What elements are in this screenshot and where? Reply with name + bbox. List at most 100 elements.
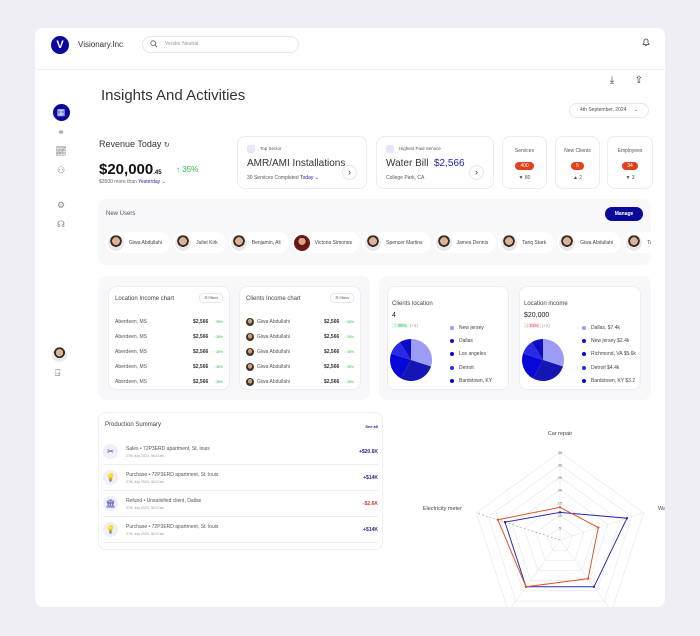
search-input[interactable]: Vendor Neutral — [142, 36, 299, 53]
avatar — [246, 347, 254, 356]
dashboard-icon[interactable]: ▦ — [52, 104, 70, 121]
legend-item: Detroit — [450, 361, 492, 374]
new-users-panel: New Users Manage Giwa Abdullahi Juliet Ki… — [98, 199, 651, 265]
user-chip[interactable]: Juliet Kirk — [173, 232, 226, 253]
tick-label: 10 — [558, 513, 563, 518]
row-name: Giwa Abdullahi — [257, 333, 291, 340]
bell-icon[interactable] — [641, 37, 651, 47]
legend-item: Bardstown, KY $3.2 — [582, 374, 636, 387]
list-item[interactable]: 💡 Purchase • 72P3ERD apartment, St. louis… — [103, 465, 378, 491]
location-income-pie — [522, 339, 564, 381]
logout-icon[interactable]: ⍈ — [55, 368, 61, 378]
legend-item: Dallas — [450, 334, 492, 347]
pie-slice — [411, 339, 432, 367]
row-name: Aberdeen, MS — [115, 348, 147, 355]
legend-item: New jersey $2.4k — [582, 334, 636, 347]
user-chip[interactable]: Tar — [624, 232, 651, 253]
item-title: Purchase • 72P3ERD apartment, St. louis — [126, 523, 219, 530]
radar-point — [524, 585, 528, 588]
user-chip[interactable]: James Dennis — [433, 232, 497, 253]
table-row: Aberdeen, MS $2,566 ↑ 35% — [115, 359, 223, 374]
app-window: V Visionary.Inc Vendor Neutral ▦ ⚭ 📈︎ ⚇ … — [35, 28, 665, 607]
user-chip[interactable]: Tariq Stark — [499, 232, 555, 253]
download-icon[interactable]: ⤓ — [609, 75, 615, 86]
pie-slice — [543, 339, 564, 367]
chart-icon[interactable]: 📈︎ — [55, 146, 67, 156]
pie-slice — [400, 360, 431, 381]
see-all-link[interactable]: See all — [365, 424, 378, 429]
tools-icon: ✂ — [103, 444, 118, 459]
avatar — [246, 362, 254, 371]
item-amount: +$14K — [363, 474, 378, 481]
highest-paid-card: Highest Paid Service Water Bill $2,566 C… — [376, 136, 494, 189]
clients-location-card: Clients location 4 ↑ 35% (+2) New jersey… — [387, 286, 509, 390]
income-panel: Location Income chart ☰ Filters Aberdeen… — [98, 276, 370, 400]
item-time: 27th July 2024, 08:47am — [126, 479, 165, 484]
card-title: Location Income chart — [115, 296, 175, 302]
legend-dot — [582, 378, 586, 383]
legend-item: Detroit $4.4k — [582, 361, 636, 374]
row-amount: $2,566 — [192, 333, 209, 340]
avatar — [246, 377, 254, 386]
user-chip[interactable]: Giwa Abdullahi — [557, 232, 622, 253]
grid-ring — [475, 451, 645, 607]
grid-ring — [523, 501, 597, 571]
row-amount: $2,566 — [323, 378, 340, 385]
user-name: James Dennis — [456, 239, 489, 246]
radar-point — [586, 577, 590, 580]
pie-slice — [390, 353, 411, 379]
share-icon[interactable]: ⇪ — [634, 75, 644, 86]
network-icon[interactable]: ⚭ — [57, 127, 65, 137]
tick-label: 25 — [558, 475, 563, 480]
user-chip[interactable]: Benjamin, Ali — [228, 232, 289, 253]
user-chip[interactable]: Giwa Abdullahi — [106, 232, 171, 253]
radar-point — [496, 518, 500, 521]
tick-label: 15 — [558, 500, 563, 505]
refresh-icon[interactable]: ↻ — [163, 142, 170, 149]
filters-button[interactable]: ☰ Filters — [199, 293, 223, 303]
pie-slice — [399, 339, 411, 360]
user-chip[interactable]: Spencer Martins — [363, 232, 431, 253]
legend-dot — [582, 338, 586, 343]
item-time: 27th July 2024, 08:47am — [126, 505, 165, 510]
support-icon[interactable]: ☊ — [57, 219, 65, 229]
axis-label: Water facilities — [658, 506, 665, 512]
radar-point — [558, 506, 562, 509]
users-icon[interactable]: ⚇ — [56, 165, 66, 175]
list-item[interactable]: 🏛 Refund • Unsatisfied client, Dallas 27th… — [103, 491, 378, 517]
profile-avatar[interactable] — [52, 347, 67, 362]
legend-dot — [582, 325, 586, 330]
card-title: Clients Income chart — [246, 296, 301, 302]
list-item[interactable]: ✂ Sales • 72P3ERD apartment, St. louis 27t… — [103, 439, 378, 465]
settings-icon[interactable]: ⚙ — [56, 200, 66, 210]
filters-button[interactable]: ☰ Filters — [330, 293, 354, 303]
stat-employees: Employees 34 ▼ 3 — [607, 136, 653, 189]
row-amount: $2,566 — [323, 348, 340, 355]
table-row: Aberdeen, MS $2,566 ↑ 35% — [115, 374, 223, 389]
avatar — [230, 234, 247, 251]
user-chip[interactable]: Victoria Simones — [291, 232, 361, 253]
status-badge: 34 — [622, 162, 638, 170]
avatar — [108, 234, 124, 251]
radar-point — [503, 520, 507, 524]
bank-icon: 🏛 — [103, 496, 118, 511]
grid-ring — [511, 489, 609, 581]
list-item[interactable]: 💡 Purchase • 72P3ERD apartment, St. louis… — [103, 517, 378, 543]
chevron-right-icon[interactable]: › — [342, 165, 357, 180]
period-dropdown[interactable]: Yesterday ⌄ — [138, 179, 166, 185]
user-name: Benjamin, Ali — [251, 239, 281, 246]
date-picker[interactable]: 4th September, 2024 ⌄ — [569, 103, 649, 118]
card-meta: College Park, CA — [386, 175, 425, 181]
table-row: Giwa Abdullahi $2,566 ↑ 35% — [246, 329, 354, 344]
revenue-value: $20,000.45 — [99, 161, 162, 178]
grid-ring — [535, 514, 585, 561]
item-time: 27th July 2024, 08:47am — [126, 531, 165, 536]
table-row: Aberdeen, MS $2,566 ↑ 35% — [115, 314, 223, 329]
chevron-right-icon[interactable]: › — [469, 165, 484, 180]
manage-button[interactable]: Manage — [605, 207, 643, 221]
row-change: ↑ 35% — [213, 334, 223, 339]
item-title: Refund • Unsatisfied client, Dallas — [126, 497, 202, 504]
production-summary: Production Summary See all ✂ Sales • 72P3… — [98, 412, 383, 550]
grid-ring — [547, 527, 573, 551]
radar-point — [597, 526, 600, 529]
